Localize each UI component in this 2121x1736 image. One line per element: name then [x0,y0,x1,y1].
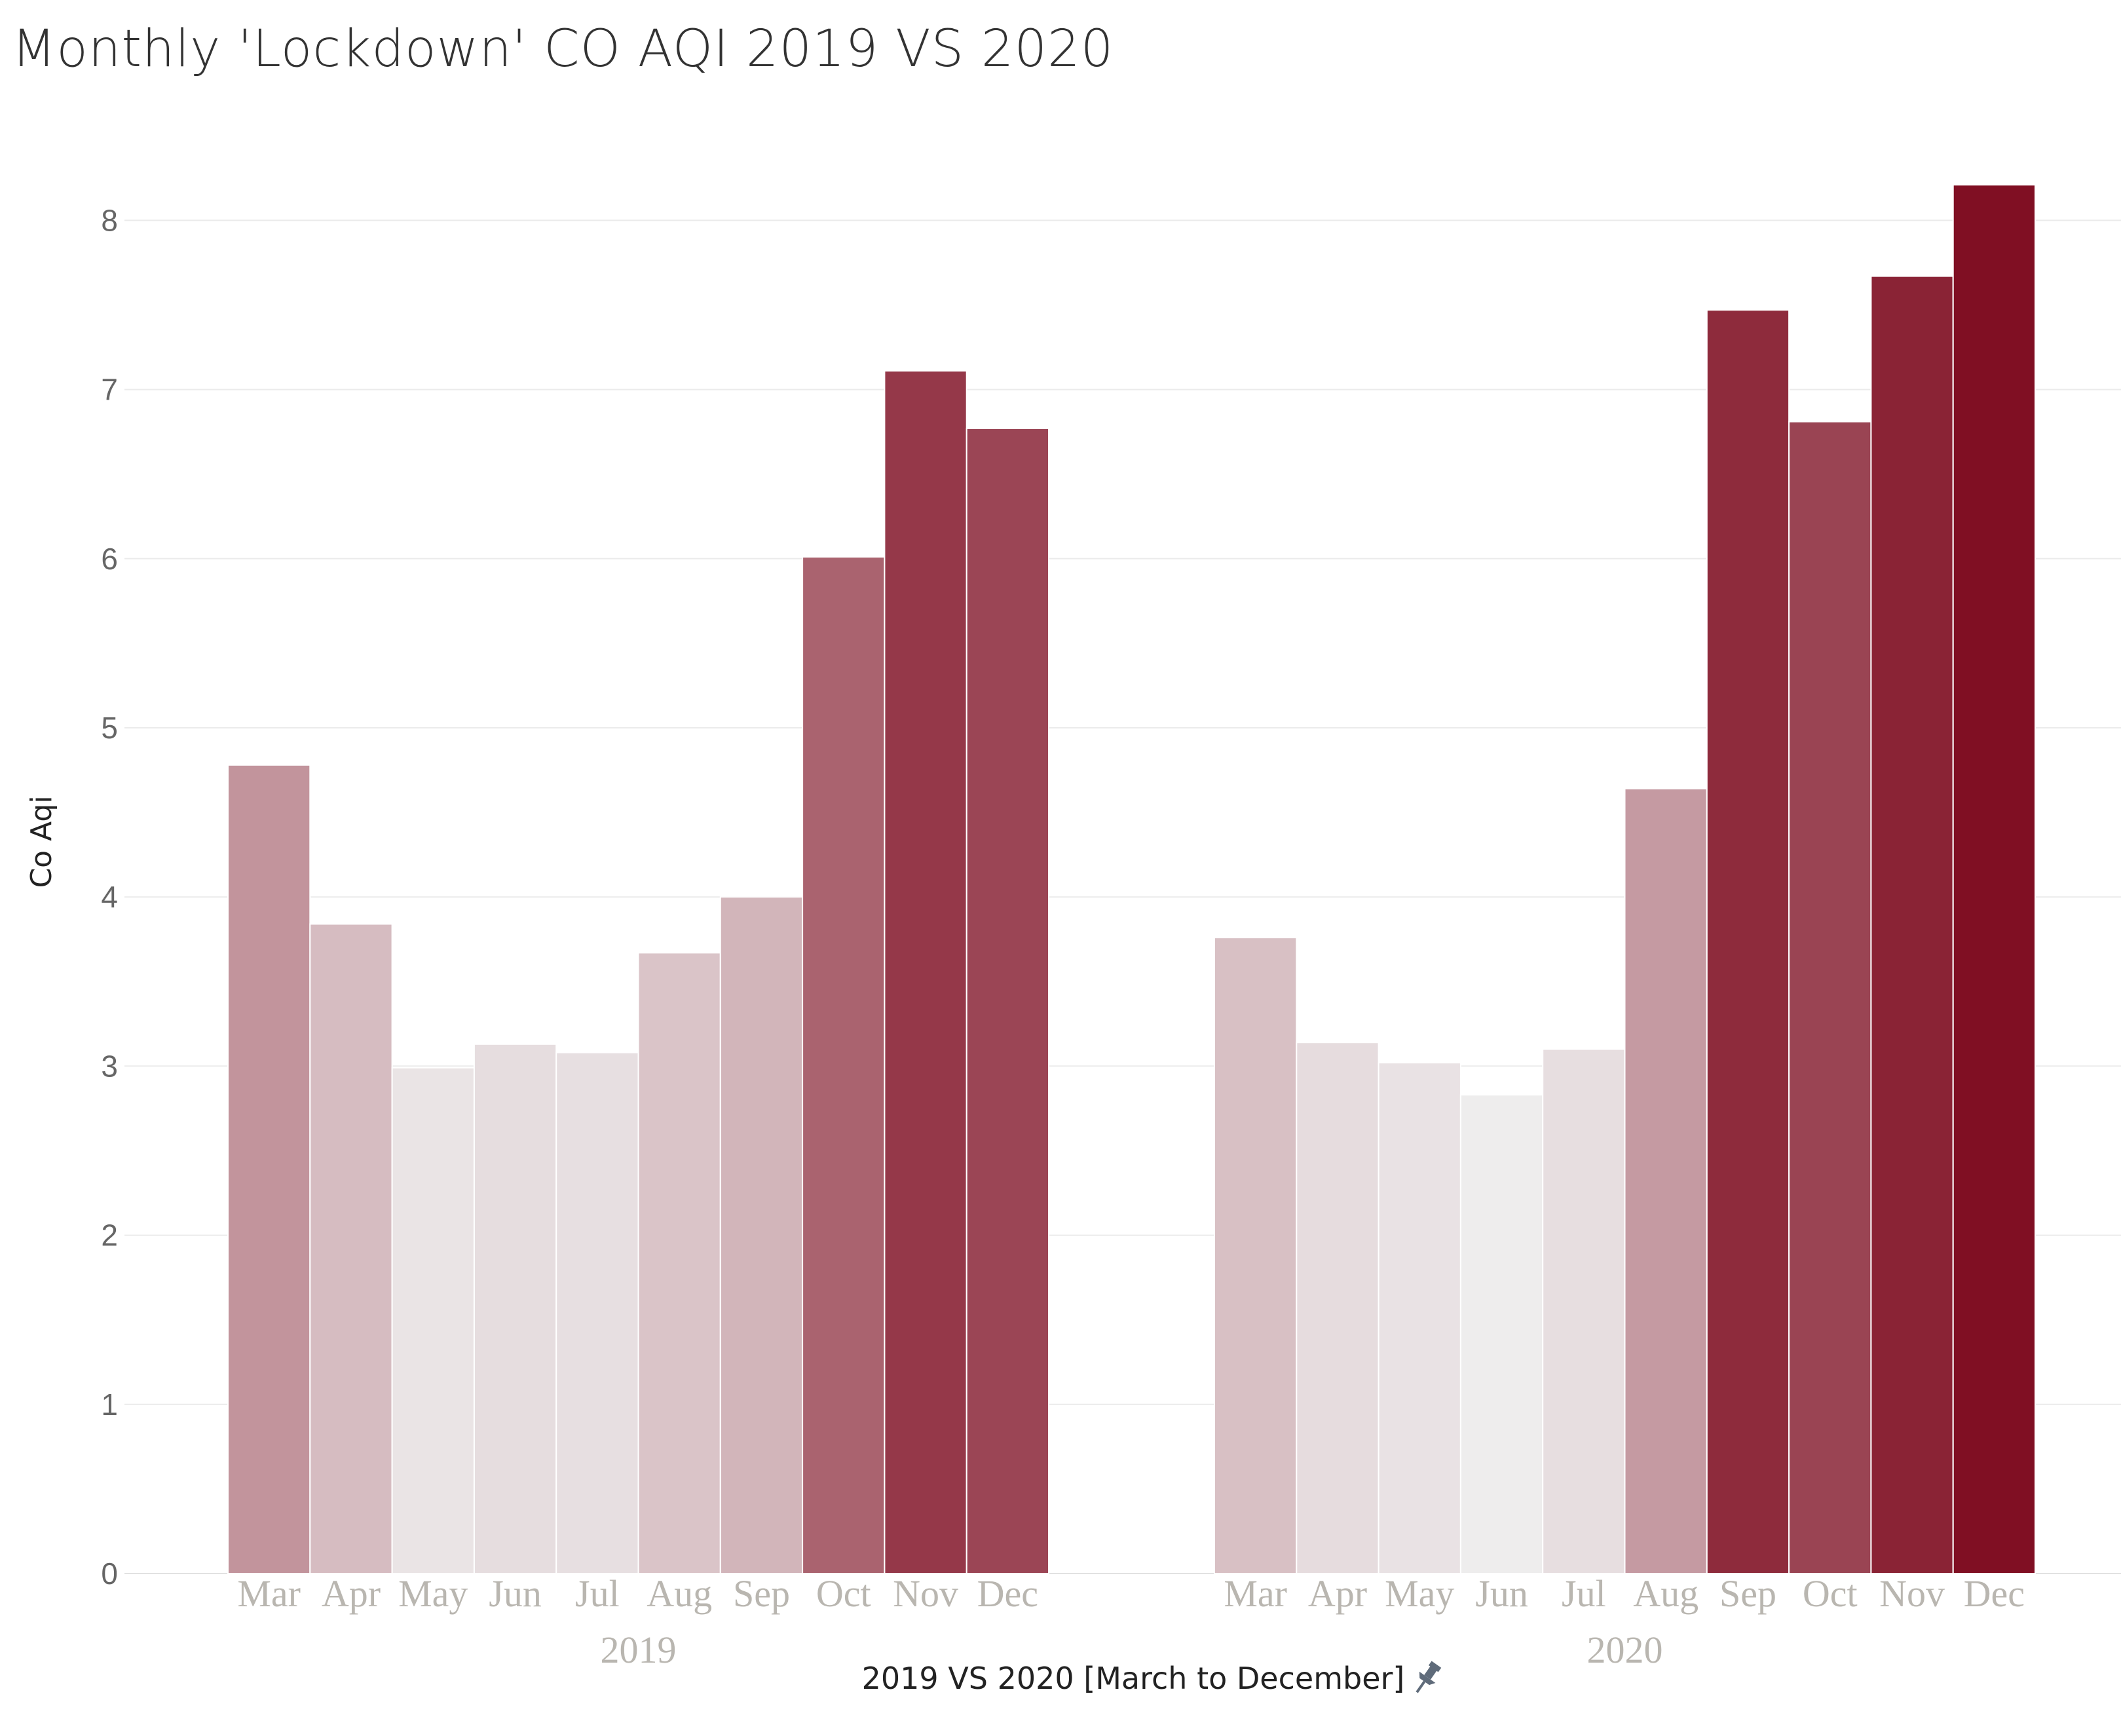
x-tick-label: Jul [1562,1572,1606,1615]
bar-2020-may[interactable] [1378,1062,1461,1574]
bars [227,184,2036,1575]
y-axis-ticks: 0 1 2 3 4 5 6 7 8 [101,203,118,1591]
bar-2019-dec[interactable] [966,427,1049,1575]
y-tick-label: 8 [101,203,118,237]
bar-2020-mar[interactable] [1214,937,1298,1574]
x-tick-label: Sep [1719,1572,1776,1615]
x-axis-label: 2019 VS 2020 [March to December] [862,1661,1405,1696]
x-tick-label: Apr [322,1572,381,1615]
bar-2019-mar[interactable] [227,764,311,1574]
y-tick-label: 0 [101,1557,118,1591]
bar-2020-dec[interactable] [1952,184,2036,1575]
bar-2019-aug[interactable] [637,952,721,1574]
x-tick-label: May [398,1572,468,1615]
x-tick-label: Sep [733,1572,790,1615]
x-tick-label: Jul [575,1572,620,1615]
x-tick-label: Jun [1475,1572,1528,1615]
x-tick-label: Apr [1308,1572,1367,1615]
chart-title: Monthly 'Lockdown' CO AQI 2019 VS 2020 [12,20,1114,79]
x-tick-label: Dec [977,1572,1038,1615]
bar-2020-oct[interactable] [1788,421,1872,1575]
x-tick-label: Nov [1879,1572,1945,1615]
bar-2020-nov[interactable] [1870,275,1954,1575]
y-tick-label: 4 [101,880,118,914]
x-tick-label: Dec [1964,1572,2025,1615]
x-tick-label: Mar [1224,1572,1287,1615]
y-tick-label: 3 [101,1049,118,1083]
x-tick-label: Jun [489,1572,542,1615]
bar-2019-jul[interactable] [555,1051,639,1574]
y-tick-label: 7 [101,373,118,407]
y-tick-label: 1 [101,1387,118,1422]
bar-2020-apr[interactable] [1296,1042,1380,1574]
bar-2020-aug[interactable] [1624,787,1708,1574]
bar-2019-sep[interactable] [719,896,804,1574]
bar-2019-may[interactable] [391,1066,475,1575]
y-tick-label: 2 [101,1218,118,1253]
bar-2020-sep[interactable] [1706,309,1790,1575]
y-tick-label: 6 [101,542,118,576]
y-axis-label: Co Aqi [25,795,58,888]
x-tick-label: Mar [237,1572,301,1615]
x-tick-label: Aug [1633,1572,1699,1615]
bar-2019-nov[interactable] [884,370,967,1574]
x-tick-label: Oct [816,1572,871,1615]
group-label: 2019 [601,1629,677,1671]
bar-2019-jun[interactable] [473,1043,557,1574]
y-tick-label: 5 [101,711,118,745]
x-tick-label: Oct [1803,1572,1858,1615]
x-tick-label: May [1385,1572,1454,1615]
x-tick-label: Aug [647,1572,712,1615]
bar-2019-apr[interactable] [309,923,393,1574]
bar-2020-jul[interactable] [1542,1048,1626,1574]
bar-2020-jun[interactable] [1459,1094,1544,1574]
bar-2019-oct[interactable] [802,556,886,1574]
pin-icon[interactable] [1409,1659,1444,1698]
x-axis-ticks: Mar Apr May Jun Jul Aug Sep Oct Nov Dec 2019 Mar Apr… [237,1572,2025,1671]
x-tick-label: Nov [893,1572,958,1615]
group-label: 2020 [1587,1629,1663,1671]
